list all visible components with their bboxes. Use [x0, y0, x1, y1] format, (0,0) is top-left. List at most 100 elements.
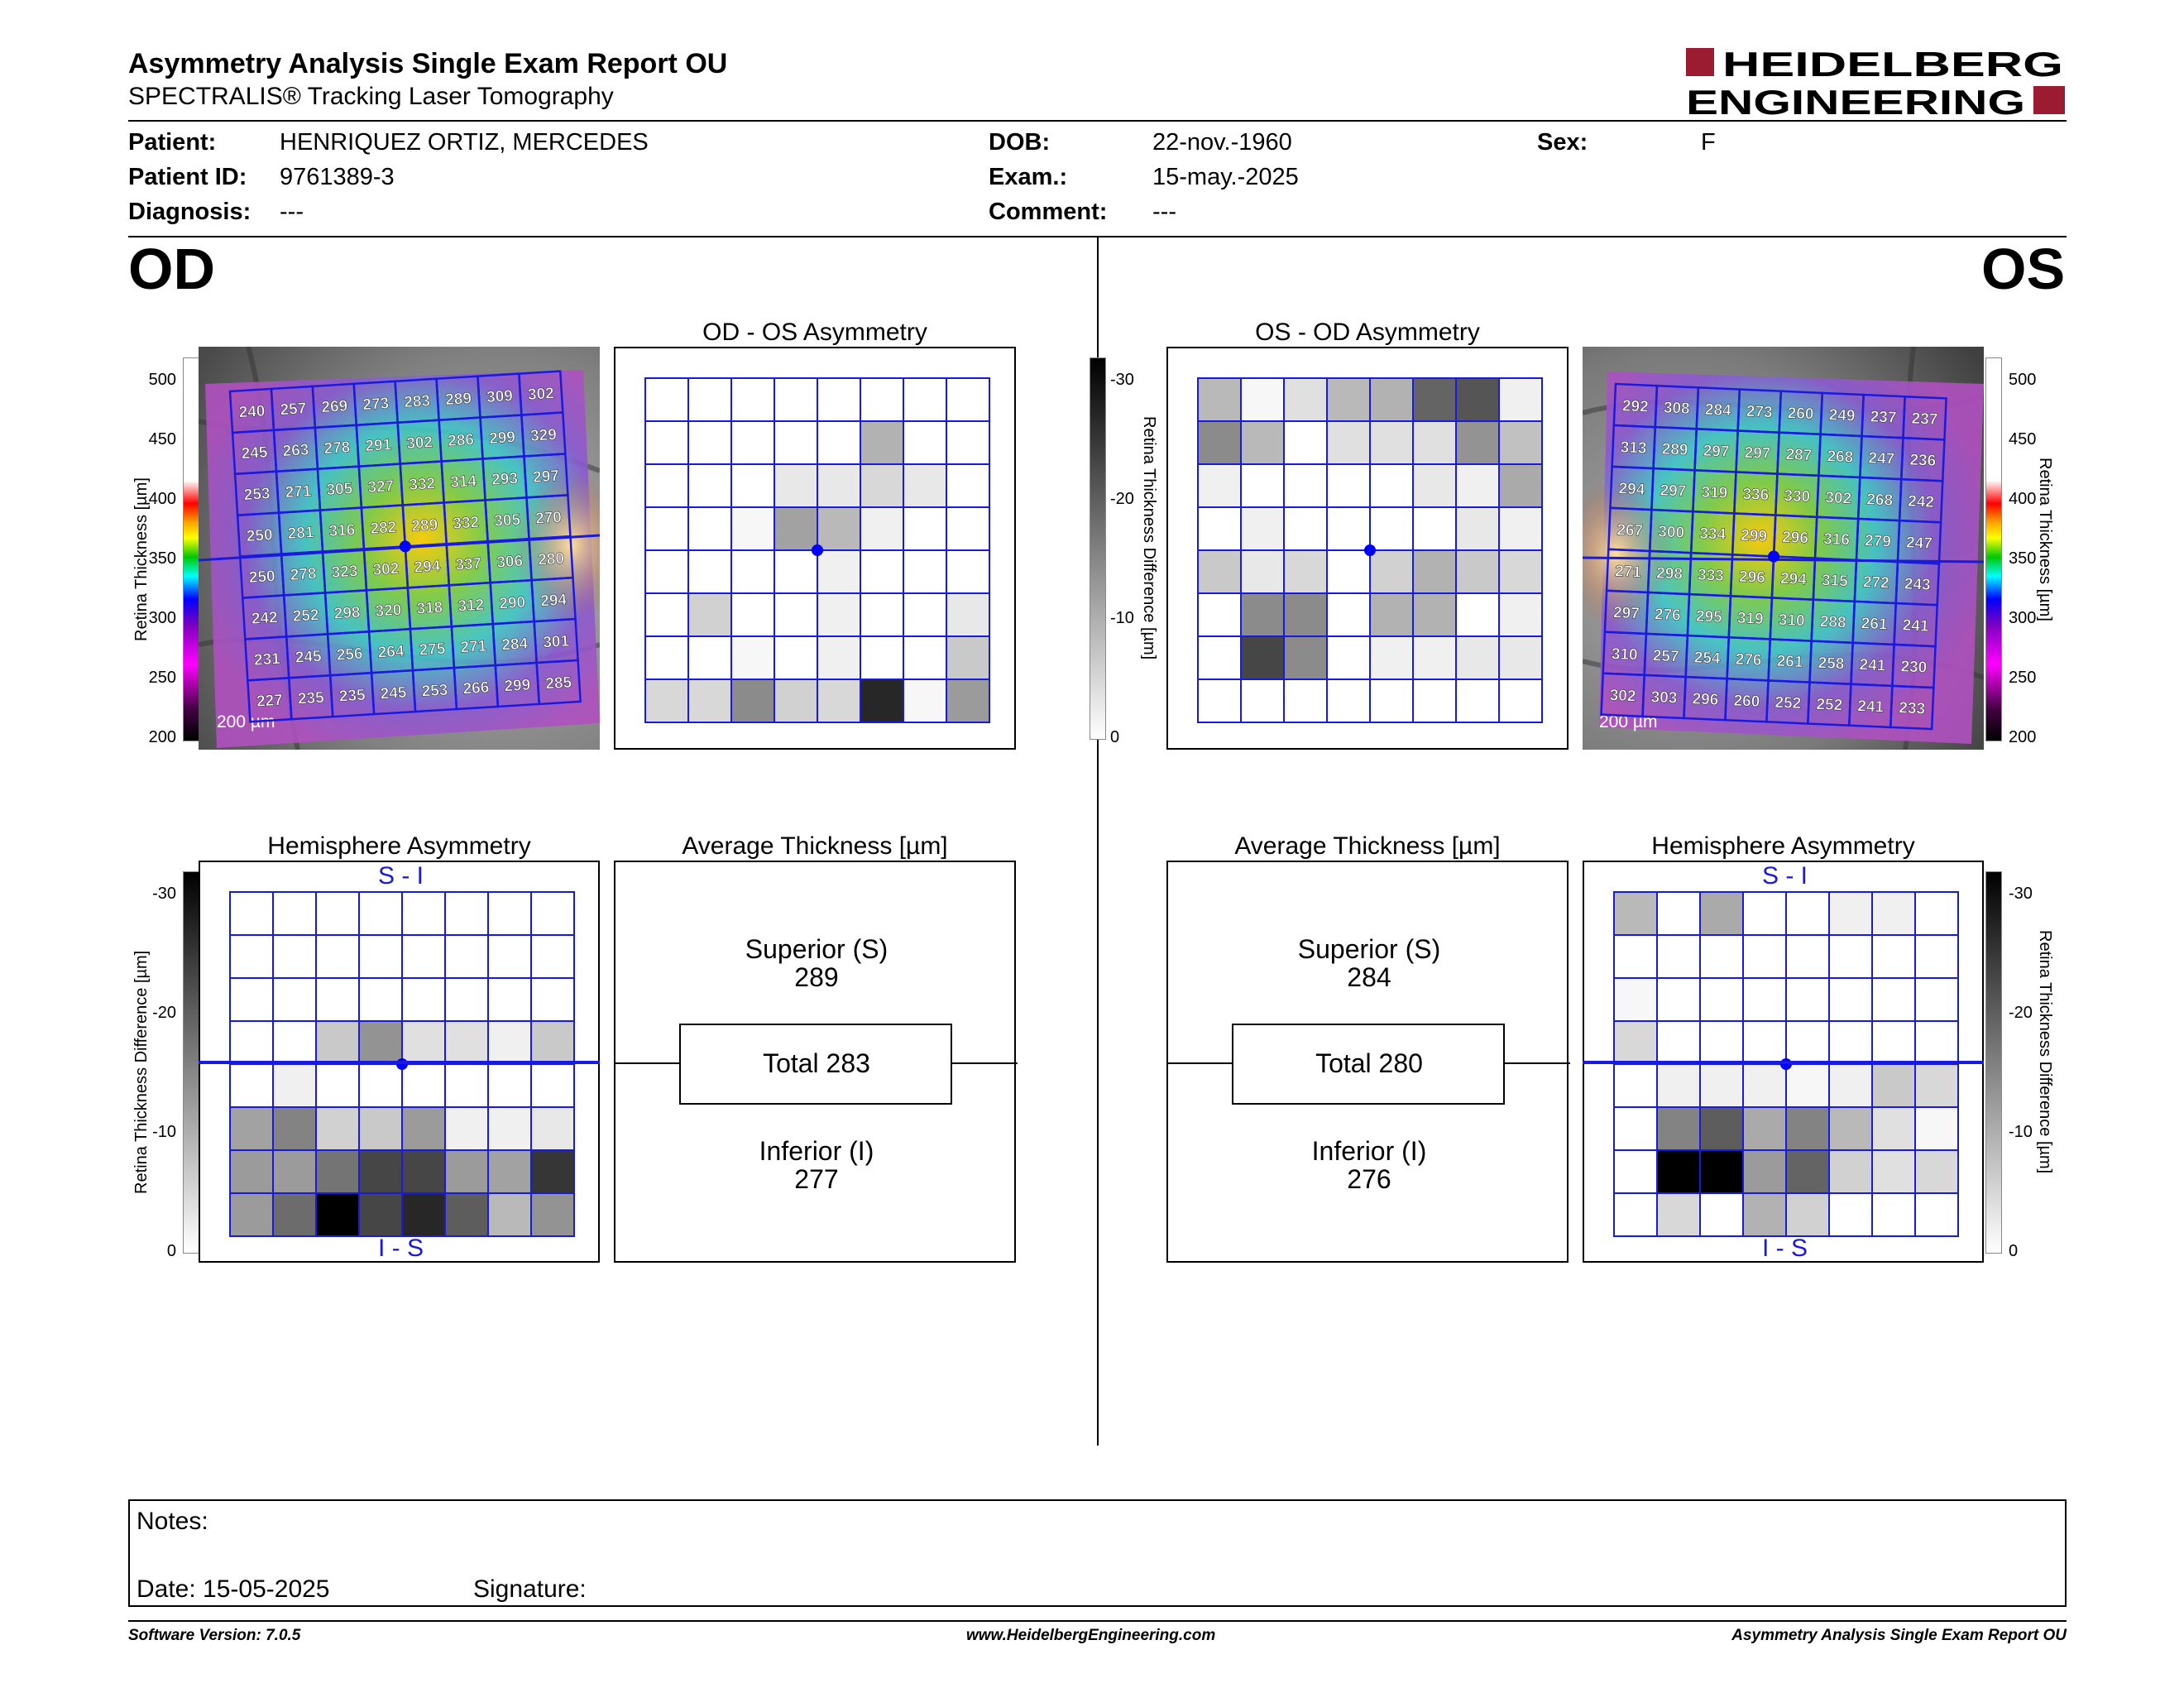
tick-label: -20 [1110, 490, 1134, 508]
os-hemi-cell [1699, 1192, 1744, 1237]
os-thickness-value: 294 [1780, 570, 1808, 588]
od-asym-cell [946, 420, 990, 465]
od-asym-panel [614, 347, 1016, 750]
os-thickness-value: 302 [1825, 489, 1852, 507]
os-hemi-cell [1742, 1020, 1787, 1065]
notes-box[interactable]: Notes: Date: 15-05-2025 Signature: [128, 1499, 2067, 1607]
os-hemi-title: Hemisphere Asymmetry [1651, 832, 1915, 860]
od-thickness-value: 269 [321, 397, 348, 416]
exam-label: Exam.: [989, 164, 1068, 190]
tick-label: -30 [2009, 885, 2033, 903]
od-thickness-value: 301 [543, 633, 570, 652]
od-asym-cell [860, 549, 904, 594]
os-thickness-value: 313 [1620, 439, 1647, 457]
od-hemi-cell [272, 1192, 317, 1237]
os-asym-cell [1326, 506, 1371, 551]
od-avg-superior-label: Superior (S) [745, 934, 888, 964]
os-asym-cell [1240, 549, 1285, 594]
os-hemi-cell [1871, 977, 1916, 1022]
od-hemi-cell [358, 1020, 403, 1065]
os-hemi-cell [1656, 1192, 1701, 1237]
os-thickness-value: 296 [1692, 690, 1719, 708]
od-hemi-is-label: I - S [377, 1235, 424, 1262]
os-thickness-center-marker [1768, 550, 1780, 563]
os-asym-cell [1283, 463, 1328, 508]
svg-text:ENGINEERING: ENGINEERING [1686, 83, 2025, 117]
od-avg-inferior-value: 277 [794, 1164, 839, 1194]
os-asym-cell [1326, 635, 1371, 680]
svg-text:HEIDELBERG: HEIDELBERG [1722, 45, 2063, 84]
od-thickness-value: 270 [535, 509, 563, 528]
od-asym-cell [687, 420, 732, 465]
os-thickness-value: 257 [1652, 647, 1679, 665]
os-hemi-cell [1914, 1106, 1959, 1151]
od-thickness-value: 290 [499, 594, 526, 613]
od-asym-cell [903, 506, 947, 551]
od-thickness-value: 302 [527, 385, 554, 404]
patient-rule [128, 236, 2067, 237]
os-thickness-value: 295 [1696, 608, 1723, 626]
od-hemi-si-label: S - I [377, 862, 424, 890]
os-asym-cell [1326, 463, 1371, 508]
website-link[interactable]: www.HeidelbergEngineering.com [966, 1627, 1216, 1644]
od-hemi-panel: S - I I - S [199, 861, 600, 1263]
os-asym-cell [1197, 635, 1242, 680]
od-avg-total: Total 283 [763, 1048, 870, 1078]
od-thickness-value: 250 [248, 568, 275, 587]
od-avg-total-box [679, 1024, 952, 1105]
footer-rule [128, 1620, 2067, 1622]
diagnosis-value: --- [280, 199, 304, 225]
od-asym-cell [817, 377, 861, 422]
os-hemi-cell [1613, 1063, 1658, 1108]
od-hemi-cell [272, 934, 317, 979]
os-asym-cell [1412, 377, 1457, 422]
os-thickness-value: 276 [1655, 606, 1682, 624]
od-hemi-cell [315, 1106, 360, 1151]
os-hemi-cell [1699, 1063, 1744, 1108]
tick-label: -10 [152, 1123, 176, 1141]
tick-label: -10 [2009, 1123, 2033, 1141]
od-avg-title: Average Thickness [µm] [682, 832, 948, 860]
footer-report-name: Asymmetry Analysis Single Exam Report OU [1731, 1627, 2067, 1644]
os-thickness-value: 254 [1693, 649, 1721, 667]
os-thickness-value: 310 [1778, 611, 1805, 630]
sex-label: Sex: [1537, 129, 1588, 156]
os-thickness-value: 268 [1827, 448, 1854, 466]
od-avg-inferior-label: Inferior (I) [759, 1136, 874, 1166]
os-thickness-value: 319 [1736, 610, 1764, 628]
os-thickness-value: 336 [1742, 486, 1770, 504]
od-asym-cell [687, 506, 732, 551]
report-title: Asymmetry Analysis Single Exam Report OU [128, 48, 728, 79]
od-asym-cell [774, 635, 818, 680]
os-asym-title: OS - OD Asymmetry [1255, 319, 1480, 346]
od-thickness-colorbar [183, 357, 199, 741]
od-thickness-value: 256 [336, 645, 363, 664]
os-hemi-cell [1656, 891, 1701, 936]
tick-label: -30 [152, 885, 176, 903]
od-eye-label: OD [128, 237, 215, 301]
od-asym-cell [644, 635, 689, 680]
os-hemi-cell [1871, 1192, 1916, 1237]
patient-id: 9761389-3 [280, 164, 395, 190]
od-thickness-value: 332 [453, 514, 480, 533]
od-hemi-cell [358, 934, 403, 979]
od-hemi-cell [444, 1020, 489, 1065]
od-asym-cell [817, 592, 861, 637]
os-asym-cell [1412, 506, 1457, 551]
od-asym-cell [774, 592, 818, 637]
tick-label: 0 [1110, 728, 1120, 746]
od-hemi-cell [401, 1192, 446, 1237]
od-hemi-cell [401, 1149, 446, 1194]
os-asym-cell [1412, 679, 1457, 723]
os-thickness-value: 319 [1701, 484, 1728, 502]
os-asym-cell [1455, 420, 1500, 465]
od-hemi-cell [487, 1106, 532, 1151]
od-thickness-value: 250 [246, 526, 273, 545]
os-hemi-cell [1828, 891, 1873, 936]
os-thickness-value: 298 [1656, 564, 1684, 583]
os-asym-cell [1412, 420, 1457, 465]
od-asym-cell [946, 679, 990, 723]
os-thickness-value: 260 [1787, 405, 1814, 423]
od-thickness-value: 264 [377, 643, 405, 662]
os-asym-cell [1455, 377, 1500, 422]
